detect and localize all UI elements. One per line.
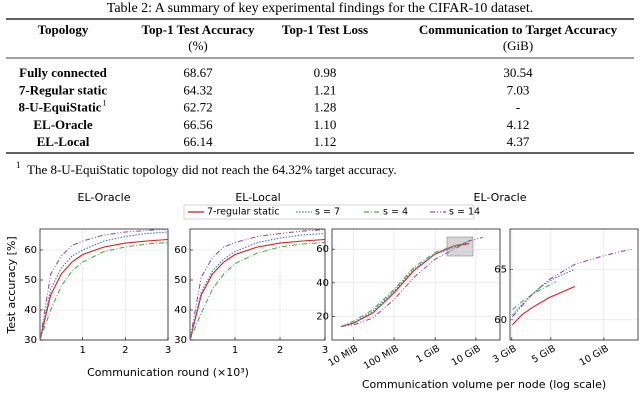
- column-header: Topology: [38, 22, 89, 37]
- x-axis-label: Communication round (×10³): [87, 366, 249, 379]
- plot-frame: [39, 228, 169, 341]
- x-tick-label: 2: [122, 345, 128, 356]
- x-tick-label: 100 MiB: [362, 343, 401, 372]
- chart-title: EL-Oracle: [78, 191, 131, 204]
- plot-frame: [189, 228, 326, 341]
- series-line: [189, 238, 326, 341]
- table-cell: 4.37: [507, 134, 530, 149]
- legend-label: s = 7: [315, 207, 340, 218]
- y-tick-label: 65: [494, 264, 507, 275]
- series-line: [189, 241, 326, 341]
- x-tick-label: 10 GiB: [450, 343, 483, 368]
- y-tick-label: 50: [24, 275, 37, 286]
- legend-label: s = 4: [383, 207, 408, 218]
- column-header: Top-1 Test Accuracy: [142, 22, 255, 37]
- table-cell: 66.14: [183, 134, 213, 149]
- column-header: Communication to Target Accuracy: [419, 22, 618, 37]
- x-tick-label: 3: [165, 345, 171, 356]
- series-line: [189, 229, 326, 341]
- column-unit: (GiB): [503, 38, 533, 53]
- y-axis-label: Test accuracy [%]: [5, 236, 18, 334]
- table-cell: 0.98: [314, 65, 337, 80]
- plot-frame: [509, 228, 639, 341]
- row-label: Fully connected: [19, 65, 108, 80]
- x-tick-label: 1 GiB: [414, 343, 442, 365]
- table-cell: 1.28: [314, 100, 337, 115]
- x-tick-label: 10 GiB: [578, 343, 611, 368]
- y-tick-label: 30: [24, 335, 37, 346]
- series-line: [39, 241, 169, 341]
- series-line: [512, 248, 634, 318]
- row-label: EL-Oracle: [33, 117, 92, 132]
- series-line: [189, 232, 326, 341]
- y-tick-label: 30: [174, 335, 187, 346]
- row-label: 7-Regular static: [19, 82, 107, 97]
- table-cell: 62.72: [183, 100, 212, 115]
- series-line: [39, 238, 169, 341]
- table-cell: -: [516, 100, 520, 115]
- series-line: [512, 285, 576, 326]
- table-cell: 68.67: [183, 65, 213, 80]
- x-tick-label: 1: [232, 345, 238, 356]
- series-line: [39, 231, 169, 341]
- x-tick-label: 1: [79, 345, 85, 356]
- footnote-mark: 1: [16, 160, 21, 170]
- footnote-mark: 1: [103, 98, 107, 107]
- column-unit: (%): [188, 38, 208, 53]
- plot-frame: [331, 228, 501, 341]
- y-tick-label: 40: [174, 305, 187, 316]
- series-line: [340, 242, 466, 328]
- y-tick-label: 20: [316, 311, 329, 322]
- x-tick-label: 2: [277, 345, 283, 356]
- y-tick-label: 60: [494, 315, 507, 326]
- table-cell: 1.21: [314, 82, 337, 97]
- x-tick-label: 10 MiB: [326, 343, 360, 369]
- row-label: 8-U-EquiStatic: [18, 100, 101, 115]
- series-line: [39, 228, 169, 341]
- table-cell: 30.54: [503, 65, 533, 80]
- legend-box: [183, 204, 475, 220]
- table-cell: 1.12: [314, 134, 337, 149]
- footnote-text: The 8-U-EquiStatic topology did not reac…: [27, 162, 397, 177]
- chart-title: EL-Local: [235, 191, 280, 204]
- series-line: [512, 281, 557, 311]
- table-cell: 1.10: [314, 117, 337, 132]
- table-caption: Table 2: A summary of key experimental f…: [107, 1, 533, 16]
- x-axis-label: Communication volume per node (log scale…: [362, 378, 606, 391]
- y-tick-label: 40: [24, 305, 37, 316]
- table-cell: 7.03: [507, 82, 530, 97]
- column-header: Top-1 Test Loss: [282, 22, 368, 37]
- y-tick-label: 60: [316, 244, 329, 255]
- series-line: [512, 268, 576, 316]
- x-tick-label: 3 GiB: [491, 343, 519, 365]
- y-tick-label: 60: [24, 245, 37, 256]
- y-tick-label: 60: [174, 245, 187, 256]
- table-cell: 66.56: [183, 117, 213, 132]
- legend-label: s = 14: [449, 207, 480, 218]
- chart-title: EL-Oracle: [474, 191, 527, 204]
- y-tick-label: 40: [316, 278, 329, 289]
- series-line: [340, 240, 470, 328]
- table-cell: 4.12: [507, 117, 530, 132]
- legend-label: 7-regular static: [207, 207, 280, 218]
- x-tick-label: 3: [322, 345, 328, 356]
- row-label: EL-Local: [37, 134, 90, 149]
- y-tick-label: 50: [174, 275, 187, 286]
- x-tick-label: 5 GiB: [530, 343, 558, 365]
- table-cell: 64.32: [183, 82, 212, 97]
